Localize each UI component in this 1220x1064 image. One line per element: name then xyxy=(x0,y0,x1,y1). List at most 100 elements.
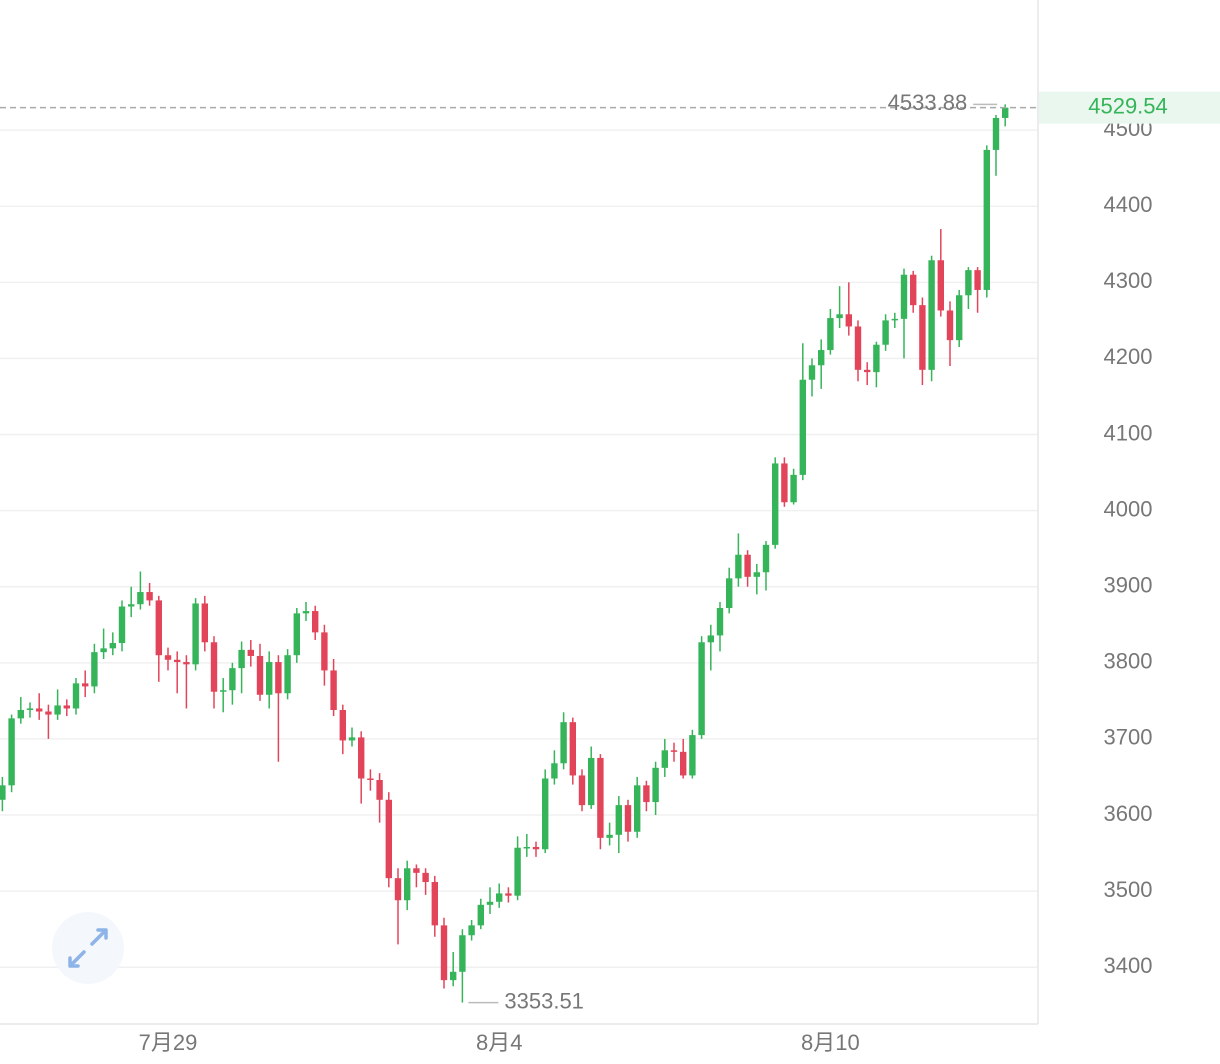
candle-body xyxy=(643,785,650,803)
candle-body xyxy=(183,662,190,665)
candle-body xyxy=(974,270,981,290)
candle-body xyxy=(63,705,70,709)
high-label: 4533.88 xyxy=(888,90,968,115)
candle-body xyxy=(992,117,1000,150)
candle-body xyxy=(854,326,862,370)
candle-body xyxy=(560,722,567,764)
y-tick-label: 4400 xyxy=(1104,192,1153,217)
last-price-box xyxy=(1039,91,1220,124)
candle-body xyxy=(256,655,264,695)
expand-icon[interactable] xyxy=(68,928,108,968)
candle-body xyxy=(523,846,530,849)
y-tick-label: 3500 xyxy=(1104,877,1153,902)
candle-body xyxy=(109,643,116,649)
candle-body xyxy=(514,847,521,896)
candle-body xyxy=(192,603,199,665)
candle-body xyxy=(965,270,972,296)
y-tick-label: 3800 xyxy=(1104,649,1153,674)
candle-body xyxy=(799,379,806,475)
candle-body xyxy=(578,775,586,806)
candle-body xyxy=(532,846,540,850)
candle-body xyxy=(689,735,696,776)
candle-body xyxy=(284,655,291,694)
y-tick-label: 3600 xyxy=(1104,801,1153,826)
y-tick-label: 3700 xyxy=(1104,725,1153,750)
candle-body xyxy=(772,463,779,545)
candle-body xyxy=(385,799,392,879)
candle-body xyxy=(468,925,475,936)
candle-body xyxy=(983,149,990,290)
expand-button-bg[interactable] xyxy=(52,912,124,984)
y-tick-label: 4100 xyxy=(1104,420,1153,445)
candle-body xyxy=(937,260,944,311)
candle-body xyxy=(762,544,770,573)
candle-body xyxy=(201,603,208,643)
x-tick-label: 7月29 xyxy=(139,1030,198,1055)
candle-body xyxy=(652,767,659,803)
candle-body xyxy=(229,668,236,691)
candle-body xyxy=(496,893,503,902)
candle-body xyxy=(275,662,282,694)
candle-body xyxy=(588,757,595,806)
y-tick-label: 4300 xyxy=(1104,268,1153,293)
candle-body xyxy=(818,350,825,366)
candle-body xyxy=(312,611,319,633)
candle-body xyxy=(72,683,80,709)
candle-body xyxy=(220,690,227,692)
low-label: 3353.51 xyxy=(504,988,584,1013)
x-tick-label: 8月10 xyxy=(801,1030,860,1055)
candle-body xyxy=(321,632,328,671)
y-tick-label: 4000 xyxy=(1104,496,1153,521)
candle-body xyxy=(348,737,356,741)
candle-body xyxy=(330,670,337,710)
candle-body xyxy=(928,260,935,370)
candle-body xyxy=(900,274,908,319)
candle-body xyxy=(707,635,714,643)
candle-body xyxy=(873,344,880,373)
candle-body xyxy=(450,971,457,981)
candle-body xyxy=(864,369,871,373)
candle-body xyxy=(569,722,576,776)
y-tick-label: 3400 xyxy=(1104,953,1153,978)
candle-body xyxy=(946,310,954,341)
candle-body xyxy=(919,305,926,370)
candle-body xyxy=(808,365,816,380)
candle-body xyxy=(910,274,917,306)
candle-body xyxy=(459,935,466,972)
candle-body xyxy=(1002,107,1009,118)
candle-body xyxy=(210,642,218,692)
candle-body xyxy=(404,868,411,901)
candle-body xyxy=(827,318,834,351)
candle-body xyxy=(36,708,43,712)
candle-body xyxy=(54,705,61,715)
candle-body xyxy=(91,652,98,687)
candle-body xyxy=(164,655,172,660)
candle-body xyxy=(726,578,733,609)
candle-body xyxy=(634,785,641,832)
candle-body xyxy=(624,805,632,832)
candle-body xyxy=(266,662,273,695)
expand-button[interactable] xyxy=(52,912,124,984)
candle-body xyxy=(542,778,549,850)
candle-body xyxy=(238,649,245,669)
candle-body xyxy=(174,659,181,663)
candle-body xyxy=(956,295,963,341)
candle-body xyxy=(836,314,843,319)
candle-body xyxy=(606,834,613,838)
candle-body xyxy=(118,606,126,644)
candle-body xyxy=(26,708,34,710)
candle-body xyxy=(17,709,24,719)
candle-body xyxy=(505,893,512,896)
candle-body xyxy=(0,785,6,800)
y-tick-label: 4200 xyxy=(1104,344,1153,369)
candle-body xyxy=(367,778,374,781)
x-tick-label: 8月4 xyxy=(476,1030,522,1055)
candle-body xyxy=(302,611,310,614)
candle-body xyxy=(845,314,852,327)
candle-body xyxy=(551,763,558,779)
candle-body xyxy=(376,780,383,800)
candle-body xyxy=(247,649,254,656)
